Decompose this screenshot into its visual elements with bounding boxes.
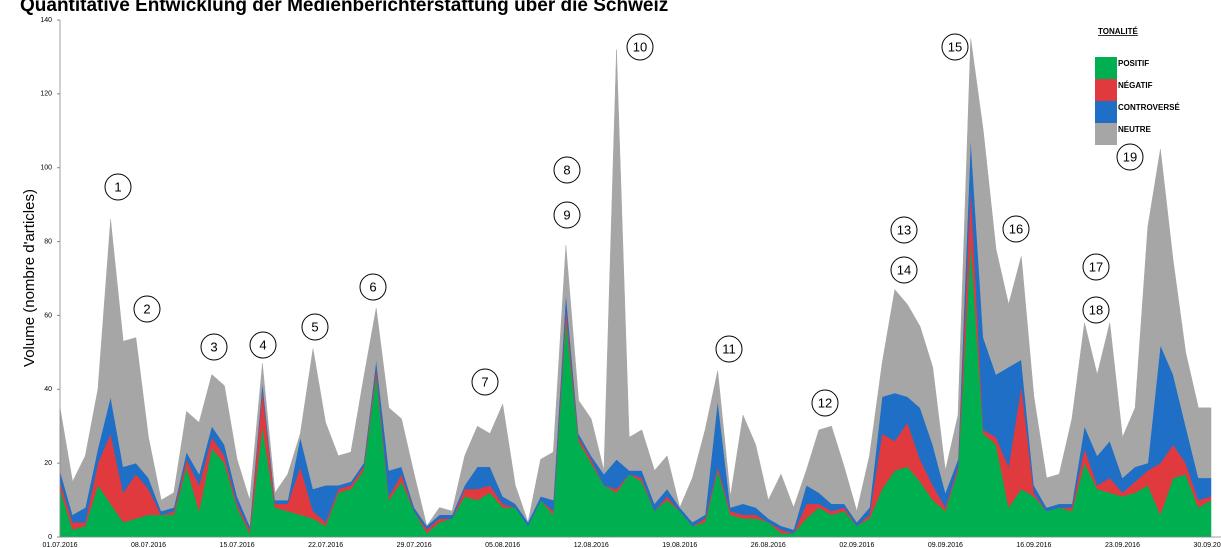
x-tick-label: 26.08.2016 [751,542,786,548]
y-tick-label: 20 [44,460,52,467]
legend-swatch [1095,123,1117,145]
x-tick-label: 01.07.2016 [42,542,77,548]
annotation-label: 12 [818,395,832,410]
annotation-label: 3 [210,339,217,354]
y-tick-label: 140 [40,17,52,24]
annotation-label: 9 [563,207,570,222]
legend-swatch [1095,79,1117,101]
annotation-circle [553,156,581,184]
y-axis-label: Volume (nombre d'articles) [21,189,38,367]
y-tick-label: 120 [40,91,52,98]
annotation-circle [200,333,228,361]
legend-label: POSITIF [1118,59,1149,68]
annotation-circle [104,173,132,201]
chart-title: Quantitative Entwicklung der Medienberic… [20,0,668,16]
area [59,38,1212,530]
annotation-label: 18 [1089,302,1103,317]
annotation-circle [811,389,839,417]
y-tick-label: 0 [48,534,52,541]
x-tick-label: 23.09.2016 [1105,542,1140,548]
x-tick-label: 15.07.2016 [220,542,255,548]
annotation-circle [890,216,918,244]
annotation-label: 2 [143,301,150,316]
x-tick-label: 02.09.2016 [839,542,874,548]
annotation-label: 19 [1123,149,1137,164]
legend-swatch [1095,57,1117,79]
annotation-circle [249,331,277,359]
legend-swatch [1095,101,1117,123]
annotation-label: 7 [481,374,488,389]
annotation-circle [1082,253,1110,281]
annotation-circle [301,313,329,341]
x-tick-label: 08.07.2016 [131,542,166,548]
annotation-label: 1 [114,179,121,194]
legend-label: NÉGATIF [1118,81,1153,90]
annotation-label: 13 [897,222,911,237]
x-tick-label: 09.09.2016 [928,542,963,548]
annotation-circle [1002,215,1030,243]
y-tick-label: 60 [44,312,52,319]
annotation-label: 17 [1089,259,1103,274]
x-tick-label: 05.08.2016 [485,542,520,548]
annotation-label: 15 [948,39,962,54]
x-tick-label: 29.07.2016 [397,542,432,548]
x-tick-label: 12.08.2016 [574,542,609,548]
plot-area [59,38,1212,538]
legend-label: NEUTRE [1118,125,1152,134]
legend-title: TONALITÉ [1098,27,1139,36]
annotation-circle [133,295,161,323]
annotation-label: 6 [369,279,376,294]
annotation-label: 4 [259,337,266,352]
x-tick-label: 19.08.2016 [662,542,697,548]
annotation-circle [1082,296,1110,324]
x-tick-label: 16.09.2016 [1016,542,1051,548]
annotation-circle [471,368,499,396]
annotation-circle [553,201,581,229]
legend-label: CONTROVERSÉ [1118,103,1180,112]
annotation-label: 14 [897,262,911,277]
annotation-circle [359,273,387,301]
annotation-label: 5 [311,319,318,334]
annotation-circle [715,335,743,363]
y-tick-label: 80 [44,238,52,245]
annotation-label: 16 [1009,221,1023,236]
x-tick-label: 30.09.2016 [1193,542,1221,548]
annotation-circle [1116,143,1144,171]
annotation-circle [890,256,918,284]
y-tick-label: 100 [40,165,52,172]
annotation-label: 8 [563,162,570,177]
annotation-circle [626,33,654,61]
y-tick-label: 40 [44,386,52,393]
annotation-label: 10 [633,39,647,54]
annotation-circle [941,33,969,61]
annotation-label: 11 [722,341,736,356]
x-tick-label: 22.07.2016 [308,542,343,548]
